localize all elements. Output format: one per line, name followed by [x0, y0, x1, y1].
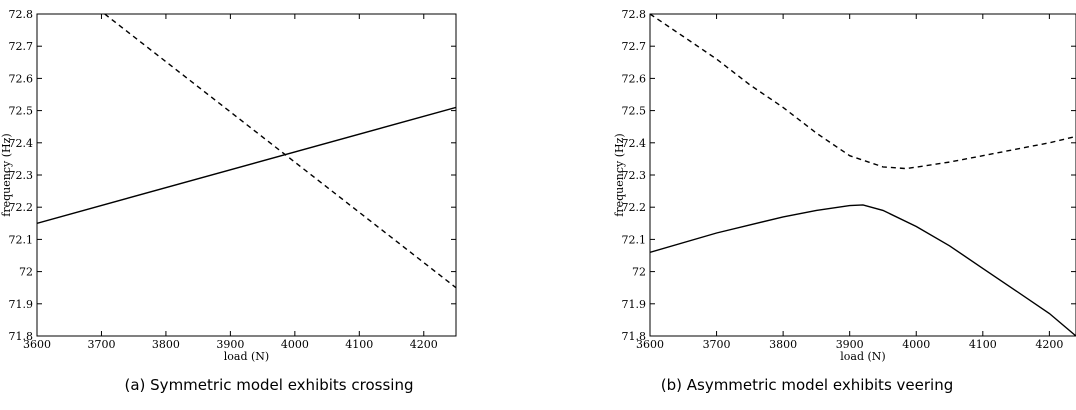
x-tick-label: 4100	[345, 338, 373, 351]
y-tick-label: 72.7	[622, 40, 647, 53]
x-axis-label: load (N)	[840, 350, 885, 363]
y-tick-label: 71.8	[622, 330, 647, 343]
y-tick-label: 72.4	[622, 137, 647, 150]
y-tick-label: 72.6	[9, 72, 34, 85]
y-tick-label: 72.8	[622, 8, 647, 21]
x-tick-label: 4000	[281, 338, 309, 351]
x-tick-label: 3900	[216, 338, 244, 351]
x-axis-label: load (N)	[224, 350, 269, 363]
series-line-dashed	[650, 14, 1076, 170]
caption-a: (a) Symmetric model exhibits crossing	[124, 376, 414, 394]
x-tick-label: 4200	[1035, 338, 1063, 351]
caption-b: (b) Asymmetric model exhibits veering	[660, 376, 954, 394]
y-tick-label: 72.1	[622, 233, 647, 246]
y-tick-label: 72	[632, 266, 646, 279]
x-tick-label: 4200	[410, 338, 438, 351]
y-tick-label: 72.2	[9, 201, 34, 214]
x-tick-label: 3700	[87, 338, 115, 351]
chart-panel-b: 3600 3700 3800 3900 4000 4100 4200 71.8 71.9 72 72…	[538, 0, 1076, 410]
x-tick-label: 3800	[152, 338, 180, 351]
series-line-solid	[650, 204, 1076, 336]
y-tick-label: 72.5	[622, 105, 647, 118]
y-tick-label: 72.2	[622, 201, 647, 214]
x-tick-label: 3600	[636, 338, 664, 351]
series-line-dashed	[104, 14, 456, 289]
chart-b: 3600 3700 3800 3900 4000 4100 4200 71.8 71.9 72 72…	[613, 8, 1076, 363]
y-tick-label: 71.8	[9, 330, 34, 343]
x-tick-label: 3900	[836, 338, 864, 351]
y-tick-label: 72	[19, 266, 33, 279]
x-tick-label: 4100	[969, 338, 997, 351]
y-tick-label: 72.8	[9, 8, 34, 21]
y-tick-label: 72.5	[9, 105, 34, 118]
plot-frame	[36, 13, 457, 337]
x-tick-label: 3700	[703, 338, 731, 351]
y-tick-label: 72.1	[9, 233, 34, 246]
y-tick-label: 72.3	[9, 169, 34, 182]
y-tick-label: 71.9	[622, 298, 647, 311]
y-axis-label: frequency (Hz)	[613, 133, 626, 216]
series-line-solid	[37, 106, 456, 224]
y-tick-label: 72.7	[9, 40, 34, 53]
x-tick-label: 3600	[23, 338, 51, 351]
y-tick-label: 71.9	[9, 298, 34, 311]
x-tick-label: 4000	[902, 338, 930, 351]
y-tick-label: 72.4	[9, 137, 34, 150]
y-tick-label: 72.3	[622, 169, 647, 182]
x-tick-label: 3800	[769, 338, 797, 351]
y-tick-label: 72.6	[622, 72, 647, 85]
chart-panel-a: 3600 3700 3800 3900 4000 4100 4200 71.8 71.9 72 72…	[0, 8, 457, 394]
chart-a: 3600 3700 3800 3900 4000 4100 4200 71.8 71.9 72 72…	[0, 8, 457, 363]
y-axis-label: frequency (Hz)	[0, 133, 13, 216]
